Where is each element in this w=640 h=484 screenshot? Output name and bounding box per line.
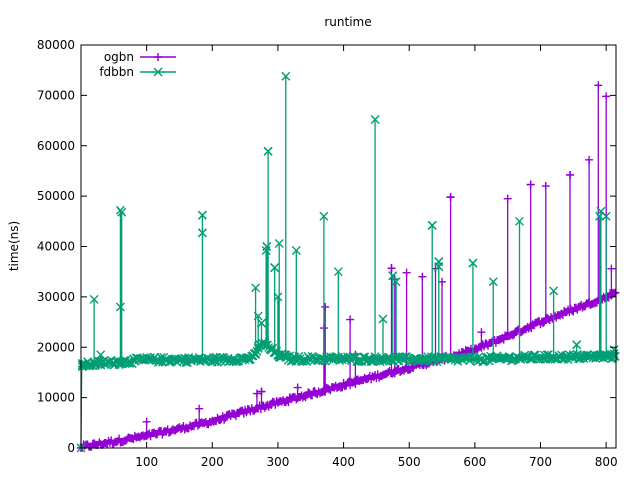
spike-point (262, 242, 272, 251)
spike-point (274, 238, 284, 248)
y-tick-label: 70000 (37, 88, 75, 102)
spike-point (503, 194, 512, 203)
data-point (409, 364, 418, 373)
spike-point (488, 277, 498, 287)
spike-point (370, 115, 380, 125)
y-tick-label: 20000 (37, 340, 75, 354)
data-point (609, 349, 619, 359)
data-point (609, 351, 619, 361)
y-axis-label: time(ns) (7, 221, 21, 271)
legend-marker-ogbn (154, 53, 162, 61)
spike-point (468, 258, 478, 268)
spike-point (595, 211, 605, 221)
spike-point (346, 315, 355, 324)
legend-label-ogbn: ogbn (104, 50, 134, 64)
spike-point (391, 277, 401, 287)
spike-point (388, 271, 398, 281)
spike-point (257, 318, 267, 328)
data-point (611, 288, 620, 297)
y-tick-label: 40000 (37, 240, 75, 254)
spike-point (77, 358, 87, 368)
spike-point (270, 263, 280, 273)
spike-point (291, 246, 301, 256)
x-tick-label: 500 (398, 455, 421, 469)
spike-point (273, 292, 283, 302)
spike-point (142, 417, 151, 426)
data-point (181, 357, 191, 367)
y-tick-label: 0 (67, 441, 75, 455)
spike-point (197, 210, 207, 220)
y-tick-label: 50000 (37, 189, 75, 203)
spike-point (257, 387, 266, 396)
spike-point (117, 207, 127, 217)
spike-point (402, 268, 411, 277)
spike-point (319, 211, 329, 221)
spike-point (446, 193, 455, 202)
spike-point (602, 92, 611, 101)
spike-point (263, 146, 273, 156)
legend-marker-fdbbn (153, 67, 163, 77)
spike-point (572, 340, 582, 350)
x-tick-label: 200 (201, 455, 224, 469)
data-point (386, 356, 396, 366)
y-tick-label: 10000 (37, 391, 75, 405)
spike-point (252, 389, 261, 398)
spike-point (434, 262, 444, 272)
spike-point (566, 170, 575, 179)
data-point (262, 340, 272, 350)
spike-point (195, 404, 204, 413)
spike-point (115, 302, 125, 312)
spike-point (418, 272, 427, 281)
spike-point (601, 211, 611, 221)
spike-point (253, 311, 263, 321)
spike-point (333, 267, 343, 277)
legend-label-fdbbn: fdbbn (99, 65, 134, 79)
x-tick-label: 300 (266, 455, 289, 469)
axis-ticks: 0 10000 20000 30000 40000 50000 60000 70000 8000… (37, 38, 618, 469)
data-point (146, 353, 156, 363)
chart-title: runtime (324, 15, 371, 29)
spike-point (89, 294, 99, 304)
series-fdbbn (76, 71, 620, 453)
spike-point (293, 383, 302, 392)
y-tick-label: 60000 (37, 139, 75, 153)
spike-point (607, 264, 616, 273)
spike-point (390, 275, 399, 284)
spike-point (387, 264, 396, 273)
spike-point (541, 182, 550, 191)
spike-point (321, 302, 330, 311)
spike-point (526, 180, 535, 189)
spike-point (585, 155, 594, 164)
spike-point (477, 328, 486, 337)
x-tick-label: 100 (135, 455, 158, 469)
spike-point (251, 283, 261, 293)
spike-point (515, 216, 524, 226)
x-tick-label: 400 (332, 455, 355, 469)
spike-point (267, 399, 276, 408)
spike-point (96, 350, 106, 360)
spike-point (378, 314, 388, 324)
x-tick-label: 800 (595, 455, 618, 469)
spike-point (549, 286, 559, 296)
y-tick-label: 80000 (37, 38, 75, 52)
spike-point (281, 71, 291, 81)
x-tick-label: 700 (529, 455, 552, 469)
spike-point (197, 228, 207, 238)
spike-point (427, 220, 437, 230)
series-layer (76, 71, 620, 453)
series-ogbn (77, 81, 620, 452)
x-tick-label: 600 (463, 455, 486, 469)
y-tick-label: 30000 (37, 290, 75, 304)
spike-point (594, 81, 603, 90)
data-point (219, 353, 229, 363)
data-point (220, 415, 229, 424)
